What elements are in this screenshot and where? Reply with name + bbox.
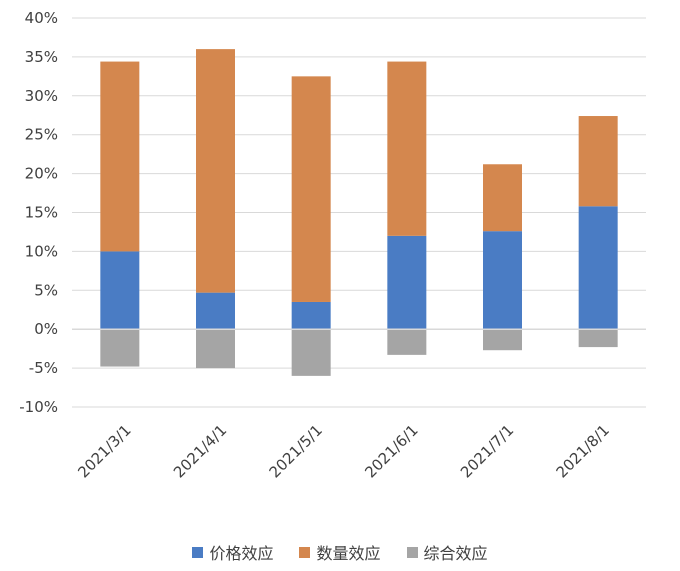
y-tick-label: 40%	[25, 9, 58, 27]
bars	[100, 49, 618, 376]
y-tick-label: 15%	[25, 204, 58, 222]
y-tick-label: -5%	[29, 359, 58, 377]
bar-segment	[100, 329, 140, 367]
bar-segment	[483, 164, 522, 232]
legend-swatch-combined	[406, 546, 418, 558]
bar-segment	[291, 329, 331, 376]
bar-segment	[387, 329, 427, 355]
bar-segment	[196, 292, 235, 330]
x-tick-label: 2021/5/1	[266, 421, 326, 481]
legend-label-quantity: 数量效应	[316, 544, 381, 563]
legend-item-combined: 综合效应	[406, 540, 488, 564]
bar-segment	[196, 49, 235, 293]
y-axis: 40% 35% 30% 25% 20% 15% 10% 5% 0% -5% -10%	[19, 9, 58, 416]
y-tick-label: 20%	[25, 165, 58, 183]
bar-segment	[483, 231, 522, 330]
x-axis: 2021/3/1 2021/4/1 2021/5/1 2021/6/1 2021/7/1…	[72, 328, 646, 481]
x-tick-label: 2021/6/1	[361, 421, 421, 481]
bar-segment	[100, 251, 140, 330]
x-tick-label: 2021/7/1	[457, 421, 517, 481]
bar-segment	[291, 76, 331, 302]
bar-segment	[578, 116, 618, 207]
x-tick-label: 2021/4/1	[170, 421, 230, 481]
y-tick-label: 25%	[25, 126, 58, 144]
y-tick-label: -10%	[19, 398, 58, 416]
bar-segment	[196, 329, 235, 369]
y-tick-label: 35%	[25, 48, 58, 66]
bar-segment	[578, 206, 618, 330]
gridlines	[72, 17, 646, 408]
legend-item-quantity: 数量效应	[299, 540, 381, 564]
x-tick-label: 2021/3/1	[74, 421, 134, 481]
y-tick-label: 5%	[34, 281, 58, 299]
bar-segment	[483, 329, 522, 351]
legend-label-price: 价格效应	[209, 544, 274, 563]
x-tick-label: 2021/8/1	[553, 421, 613, 481]
legend-swatch-price	[192, 546, 204, 558]
legend: 价格效应 数量效应 综合效应	[0, 540, 680, 564]
y-tick-label: 10%	[25, 242, 58, 260]
bar-segment	[387, 61, 427, 236]
bar-segment	[578, 329, 618, 348]
bar-segment	[387, 235, 427, 330]
legend-label-combined: 综合效应	[423, 544, 488, 563]
y-tick-label: 0%	[34, 320, 58, 338]
legend-item-price: 价格效应	[192, 540, 273, 564]
bar-segment	[291, 301, 331, 330]
legend-swatch-quantity	[299, 546, 311, 558]
bar-segment	[100, 61, 140, 252]
y-tick-label: 30%	[25, 87, 58, 105]
